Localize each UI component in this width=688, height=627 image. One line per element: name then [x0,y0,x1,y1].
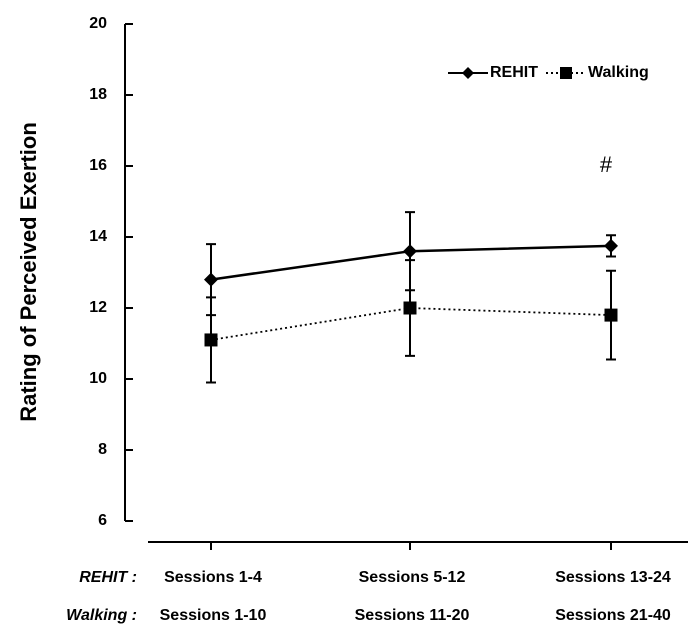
legend-marker [462,67,474,79]
marker [204,333,218,347]
y-tick-label: 12 [89,299,107,316]
y-tick-label: 14 [89,228,107,245]
y-tick-label: 18 [89,86,107,103]
marker [403,244,417,259]
x-tick-label: Sessions 5-12 [359,569,466,586]
y-tick-label: 8 [98,441,107,458]
x-tick-label: Sessions 1-10 [160,607,267,624]
marker [604,308,618,322]
marker [403,301,417,315]
legend-marker [560,67,572,79]
row-label: Walking : [66,607,137,624]
row-label: REHIT : [79,569,137,586]
legend-label: REHIT [490,64,538,81]
y-tick-label: 10 [89,370,107,387]
y-axis-label: Rating of Perceived Exertion [16,122,41,422]
marker [604,238,618,253]
y-tick-label: 20 [89,15,107,32]
x-tick-label: Sessions 11-20 [355,607,470,624]
x-tick-label: Sessions 21-40 [555,607,671,624]
annotation: # [600,152,613,177]
legend-label: Walking [588,64,649,81]
marker [204,272,218,287]
y-tick-label: 16 [89,157,107,174]
x-tick-label: Sessions 1-4 [164,569,262,586]
y-tick-label: 6 [98,512,107,529]
x-tick-label: Sessions 13-24 [555,569,671,586]
